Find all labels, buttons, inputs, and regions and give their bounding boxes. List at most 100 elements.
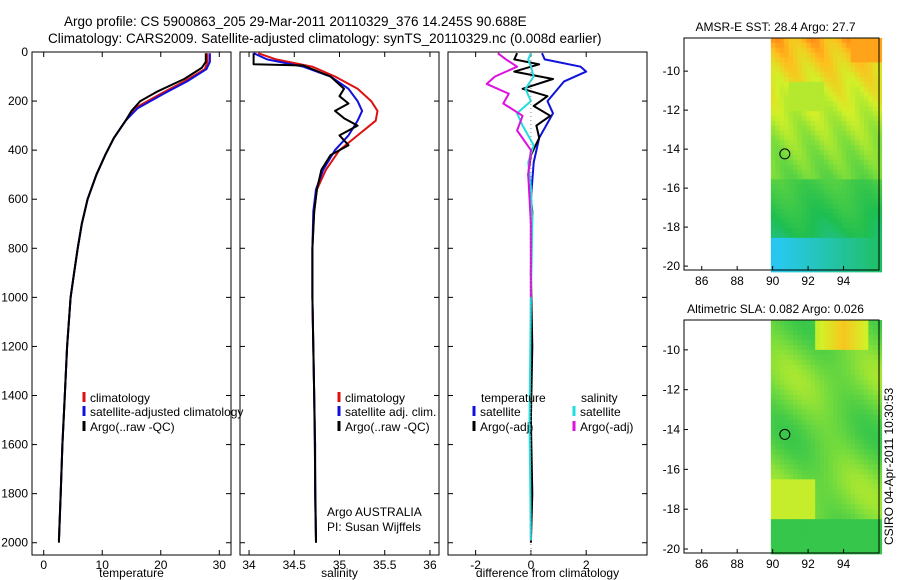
sla-cell	[784, 379, 789, 386]
legend-label: climatology	[345, 391, 405, 405]
sla-cell	[819, 364, 825, 371]
sst-cell	[846, 81, 852, 88]
sst-cell	[775, 38, 781, 44]
sst-cell	[824, 150, 829, 156]
sst-cell	[850, 218, 856, 224]
sla-cell	[863, 399, 869, 406]
sla-cell	[770, 549, 776, 555]
sla-cell	[841, 524, 847, 530]
sla-cell	[788, 399, 794, 406]
sst-cell	[837, 193, 843, 200]
sst-cell	[868, 257, 874, 263]
sst-cell	[775, 184, 781, 190]
sst-cell	[779, 247, 785, 253]
sla-cell	[824, 549, 829, 555]
sst-cell	[832, 47, 838, 54]
sla-cell	[872, 459, 878, 465]
sla-cell	[824, 344, 829, 351]
sst-cell	[872, 159, 878, 166]
sla-cell	[775, 494, 781, 500]
sst-cell	[793, 81, 798, 88]
sla-cell	[788, 474, 794, 480]
sst-cell	[770, 96, 776, 102]
sla-cell	[806, 464, 812, 470]
sla-cell	[824, 519, 829, 525]
sla-cell	[868, 434, 874, 440]
sla-cell	[819, 349, 825, 356]
sst-cell	[850, 81, 856, 88]
sst-cell	[832, 247, 838, 253]
sla-cell	[837, 424, 843, 430]
sla-cell	[815, 320, 821, 326]
sst-cell	[793, 91, 798, 97]
sla-cell	[837, 464, 843, 470]
sla-cell	[872, 389, 878, 396]
sst-cell	[846, 218, 852, 224]
sst-cell	[797, 252, 803, 258]
sst-cell	[810, 237, 816, 244]
legend-label: climatology	[90, 391, 150, 405]
sst-cell	[775, 130, 781, 136]
depth-tick-label: 0	[21, 45, 28, 59]
sla-cell	[788, 349, 794, 356]
sla-cell	[832, 469, 838, 475]
sla-cell	[828, 389, 834, 396]
sst-cell	[859, 242, 865, 248]
sst-cell	[770, 52, 776, 58]
sst-cell	[859, 62, 865, 68]
sst-cell	[850, 184, 856, 190]
sla-cell	[846, 484, 852, 490]
sst-cell	[784, 223, 789, 229]
sst-cell	[779, 91, 785, 97]
sst-cell	[824, 154, 829, 161]
sla-cell	[846, 524, 852, 530]
sla-cell	[841, 514, 847, 520]
sst-cell	[788, 228, 794, 234]
sst-cell	[801, 145, 807, 151]
difference-series-2	[513, 52, 554, 543]
sla-cell	[784, 324, 789, 331]
sst-cell	[797, 125, 803, 131]
salinity-series-2	[253, 52, 364, 541]
sla-cell	[779, 494, 785, 500]
sla-cell	[859, 384, 865, 391]
sla-cell	[801, 474, 807, 480]
sla-cell	[850, 334, 856, 341]
sst-cell	[779, 115, 785, 122]
sst-cell	[868, 76, 874, 83]
sst-cell	[770, 247, 776, 253]
sst-cell	[859, 179, 865, 185]
sla-cell	[815, 409, 821, 415]
sla-cell	[775, 344, 781, 351]
sla-cell	[775, 524, 781, 530]
sla-cell	[801, 494, 807, 500]
sst-cell	[770, 164, 776, 170]
sst-cell	[810, 140, 816, 146]
sla-frame	[683, 319, 880, 554]
sla-cell	[824, 339, 829, 346]
sst-cell	[872, 120, 878, 127]
sst-cell	[877, 145, 883, 151]
sla-cell	[815, 344, 821, 351]
sst-cell	[779, 208, 785, 214]
sst-cell	[872, 198, 878, 205]
sla-cell	[828, 534, 834, 540]
sst-cell	[793, 208, 798, 214]
sst-cell	[815, 111, 821, 117]
sla-cell	[868, 444, 874, 450]
sst-cell	[837, 106, 843, 112]
sla-cell	[770, 324, 776, 331]
sst-cell	[788, 86, 794, 93]
sla-cell	[810, 354, 816, 361]
sla-cell	[859, 394, 865, 401]
sla-cell	[810, 404, 816, 411]
sst-cell	[793, 52, 798, 58]
sst-cell	[806, 164, 812, 170]
sla-cell	[788, 339, 794, 346]
sst-cell	[797, 86, 803, 93]
sst-cell	[877, 213, 883, 219]
sst-cell	[832, 198, 838, 205]
sst-cell	[832, 130, 838, 136]
sla-cell	[775, 434, 781, 440]
sst-cell	[832, 159, 838, 166]
